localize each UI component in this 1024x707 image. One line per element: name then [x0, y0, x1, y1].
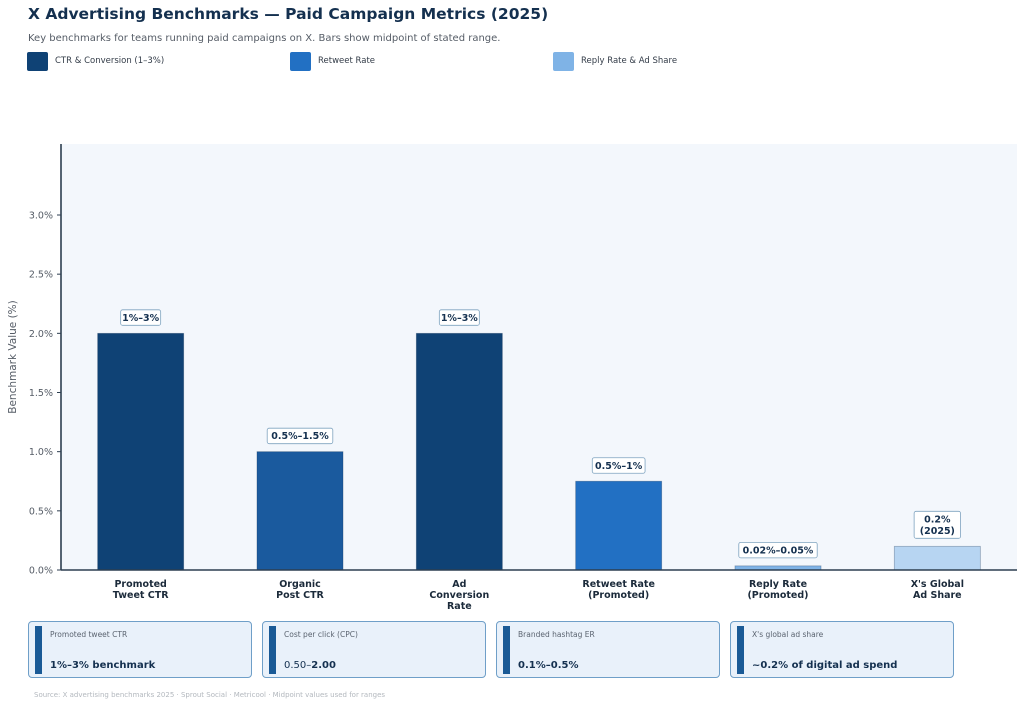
legend-item-ctr-conversion: CTR & Conversion (1–3%) — [27, 51, 164, 71]
card-value: 0.50–2.00 — [284, 660, 336, 671]
legend-label: Reply Rate & Ad Share — [581, 56, 678, 66]
data-label-box — [591, 457, 646, 474]
stat-card-branded-hashtag: Branded hashtag ER 0.1%–0.5% — [496, 621, 720, 678]
data-label: 1%–3% — [441, 313, 478, 324]
stat-card-ad-share: X's global ad share ~0.2% of digital ad … — [730, 621, 954, 678]
legend-item-reply-rate-ad-share: Reply Rate & Ad Share — [553, 51, 677, 71]
legend-swatch — [27, 51, 48, 71]
bar — [97, 332, 185, 571]
x-tick-label: Ad — [452, 579, 466, 590]
y-tick-label: 0.5% — [29, 506, 53, 517]
bar — [575, 480, 663, 571]
legend-item-retweet-rate: Retweet Rate — [290, 51, 375, 71]
data-label: 0.2% — [924, 514, 951, 525]
bars — [97, 332, 981, 571]
legend-label: CTR & Conversion (1–3%) — [55, 56, 165, 66]
card-label: X's global ad share — [752, 630, 824, 639]
data-label: 0.02%–0.05% — [743, 545, 814, 556]
bar — [893, 545, 981, 571]
data-label: 0.5%–1% — [595, 461, 643, 472]
x-tick-label: (Promoted) — [588, 590, 649, 601]
chart-title: X Advertising Benchmarks — Paid Campaign… — [28, 5, 549, 23]
data-label-box — [738, 541, 818, 559]
x-tick-label: Reply Rate — [749, 579, 807, 590]
card-value-strong: 0.1%–0.5% — [518, 660, 579, 671]
card-accent-bar — [35, 626, 42, 674]
y-axis-label: Benchmark Value (%) — [7, 300, 19, 414]
card-accent-bar — [503, 626, 510, 674]
card-value-strong: 1%–3% benchmark — [50, 660, 156, 671]
x-tick-label: Retweet Rate — [582, 579, 655, 590]
x-tick-label: Conversion — [429, 590, 489, 601]
plot-area — [61, 144, 1017, 570]
legend-label: Retweet Rate — [318, 56, 376, 66]
legend-swatch — [290, 51, 311, 71]
card-value-strong: ~0.2% of digital ad spend — [752, 660, 898, 671]
y-tick-label: 1.5% — [29, 388, 53, 399]
card-value-light: 0.50– — [284, 660, 312, 671]
card-label: Cost per click (CPC) — [284, 630, 358, 639]
data-label-box — [438, 309, 480, 326]
y-tick-label: 0.0% — [29, 566, 53, 577]
bar — [415, 332, 503, 571]
data-label: 1%–3% — [122, 313, 159, 324]
x-tick-label: Rate — [447, 601, 472, 612]
y-tick-label: 1.0% — [29, 447, 53, 458]
x-tick-label: Promoted — [114, 579, 166, 590]
card-value: 0.1%–0.5% — [518, 660, 578, 671]
source-note: Source: X advertising benchmarks 2025 · … — [34, 691, 386, 699]
card-label: Branded hashtag ER — [518, 630, 595, 639]
y-tick-label: 2.5% — [29, 270, 53, 281]
bar-chart: 0.0% 0.5% 1.0% 1.5% 2.0% 2.5% 3.0% 1%–3% 0.5%–1… — [7, 144, 1017, 612]
card-label: Promoted tweet CTR — [50, 630, 128, 639]
data-labels: 1%–3% 0.5%–1.5% 1%–3% 0.5%–1% 0.02%–0.05% 0.2… — [120, 309, 961, 559]
data-label: 0.5%–1.5% — [271, 431, 329, 442]
bar — [256, 451, 344, 571]
x-tick-label: Ad Share — [913, 590, 962, 601]
x-tick-label: X's Global — [911, 579, 964, 590]
card-value: ~0.2% of digital ad spend — [752, 660, 897, 671]
card-accent-bar — [737, 626, 744, 674]
x-tick-label: Tweet CTR — [113, 590, 169, 601]
card-value: 1%–3% benchmark — [50, 660, 155, 671]
x-tick-label: Post CTR — [276, 590, 324, 601]
chart-subtitle: Key benchmarks for teams running paid ca… — [28, 33, 501, 44]
y-tick-label: 2.0% — [29, 329, 53, 340]
y-axis-ticks: 0.0% 0.5% 1.0% 1.5% 2.0% 2.5% 3.0% — [29, 211, 61, 577]
x-tick-label: Organic — [279, 579, 321, 590]
x-tick-label: (Promoted) — [747, 590, 808, 601]
data-label-box — [266, 427, 334, 445]
stat-card-promoted-ctr: Promoted tweet CTR 1%–3% benchmark — [28, 621, 252, 678]
data-label-box — [913, 510, 961, 539]
data-label-box — [120, 309, 162, 326]
legend-swatch — [553, 51, 574, 71]
data-label: (2025) — [920, 526, 955, 537]
card-accent-bar — [269, 626, 276, 674]
card-value-strong: 2.00 — [311, 660, 336, 671]
y-tick-label: 3.0% — [29, 211, 53, 222]
stat-card-cpc: Cost per click (CPC) 0.50–2.00 — [262, 621, 486, 678]
